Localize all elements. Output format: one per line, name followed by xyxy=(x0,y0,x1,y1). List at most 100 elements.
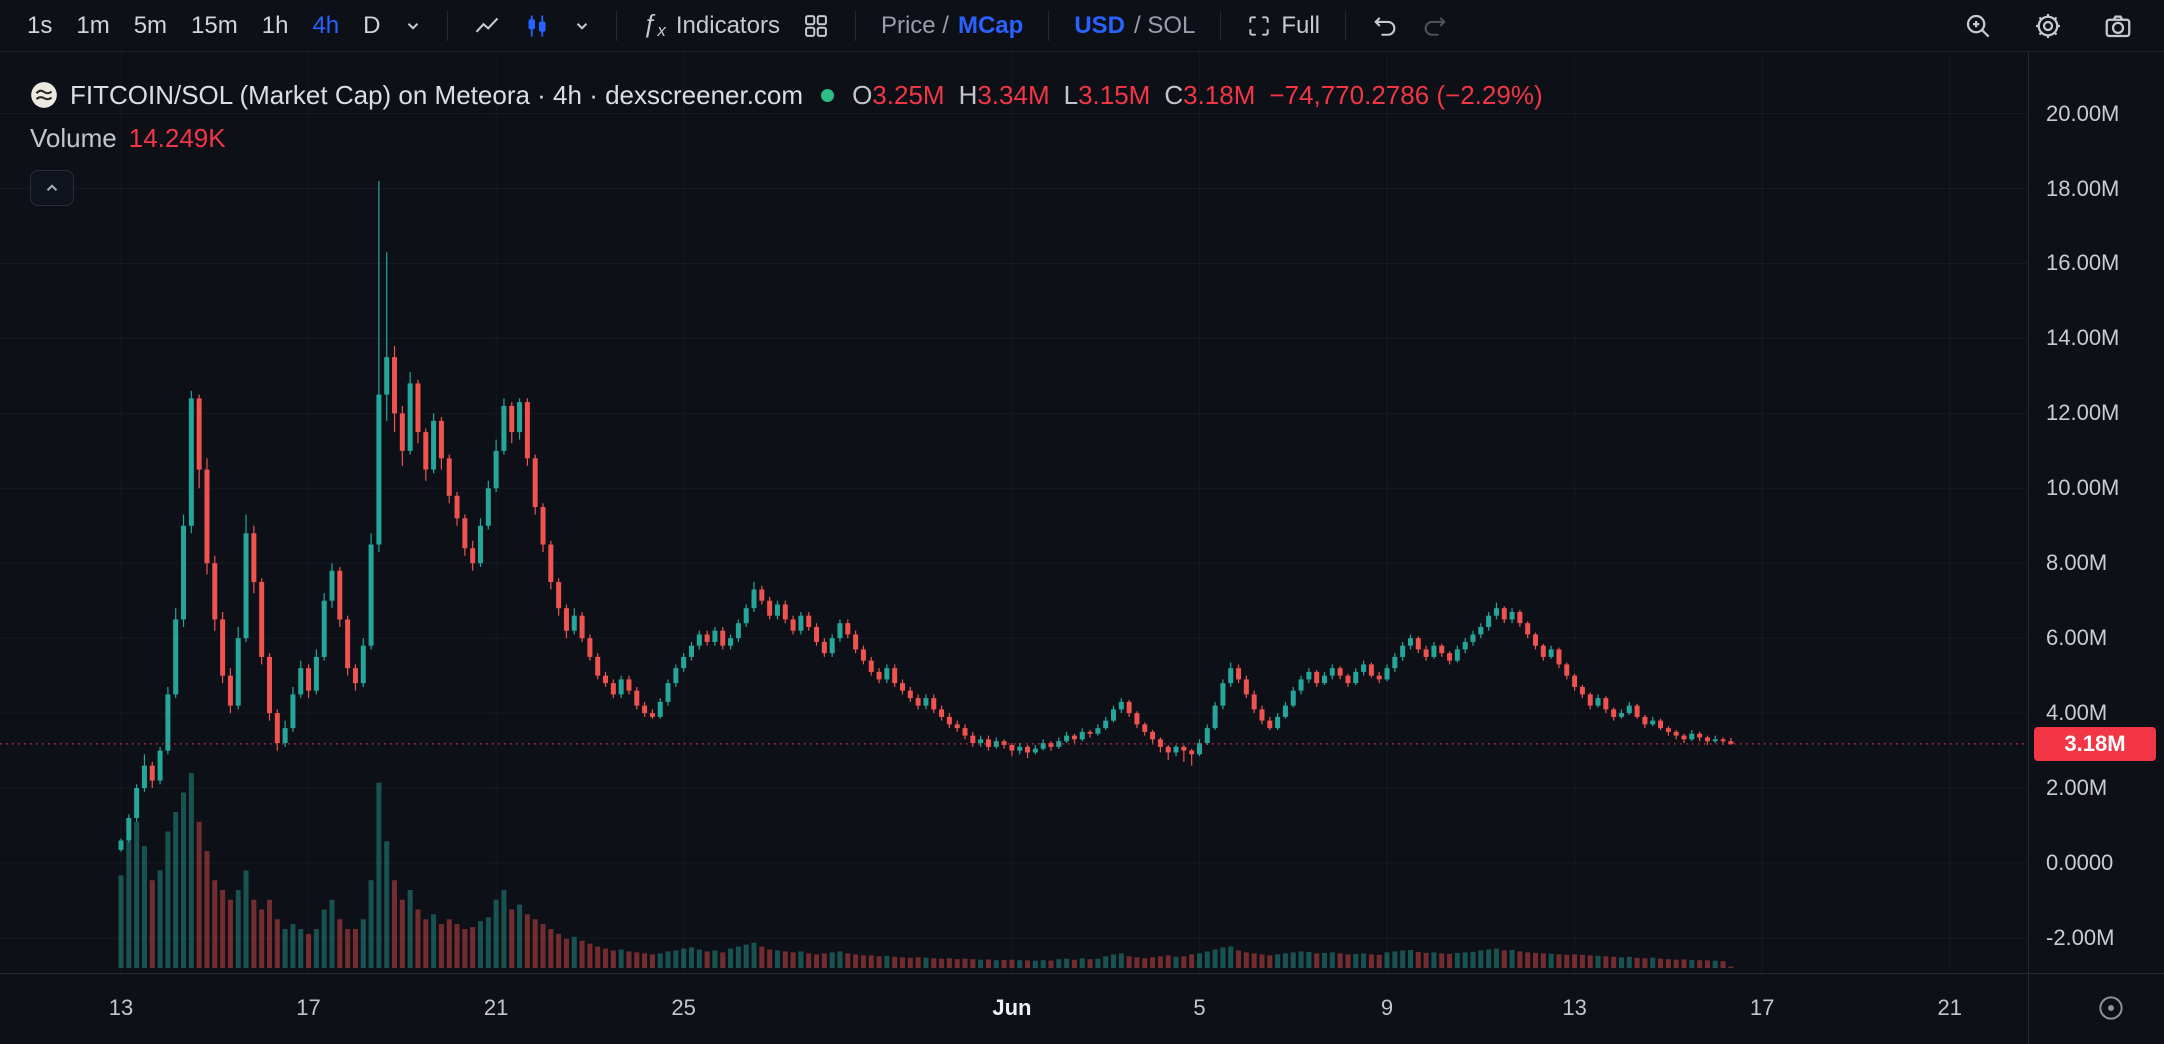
usd-sol-toggle[interactable]: USD / SOL xyxy=(1065,7,1204,45)
toolbar-divider xyxy=(447,10,449,41)
time-tick: 13 xyxy=(1562,995,1587,1020)
price-label: Price / xyxy=(880,11,949,39)
grid-lines xyxy=(0,52,2028,973)
legend-collapse-button[interactable] xyxy=(30,170,74,206)
low-label: L xyxy=(1063,79,1079,110)
close-value: 3.18M xyxy=(1183,79,1256,110)
redo-button[interactable] xyxy=(1412,7,1458,45)
line-chart-icon xyxy=(476,17,499,33)
chevron-down-icon xyxy=(577,22,588,30)
timeframe-button-15m[interactable]: 15m xyxy=(180,7,249,45)
timeframe-button-1h[interactable]: 1h xyxy=(251,7,300,45)
price-axis[interactable]: 3.18M 20.00M 18.00M 16.00M 14.00M 12.00M 10.0… xyxy=(2028,52,2164,973)
chart-plot-area[interactable]: FITCOIN/SOL (Market Cap) on Meteora · 4h… xyxy=(0,52,2028,973)
last-price-tag: 3.18M xyxy=(2034,726,2156,761)
chevron-up-icon xyxy=(46,184,58,191)
usd-label: USD xyxy=(1074,11,1125,39)
camera-icon xyxy=(2105,15,2131,37)
toolbar-divider xyxy=(1345,10,1347,41)
chart-main: FITCOIN/SOL (Market Cap) on Meteora · 4h… xyxy=(0,52,2164,973)
open-label: O xyxy=(852,79,873,110)
fullscreen-button[interactable]: Full xyxy=(1237,7,1329,45)
ohlc-values: O3.25M H3.34M L3.15M C3.18M −74,770.2786… xyxy=(852,80,1557,111)
chart-style-candles-button[interactable] xyxy=(514,7,560,45)
time-axis[interactable]: 13 17 21 25 Jun 5 9 13 17 21 xyxy=(0,974,2028,1044)
pair-logo xyxy=(30,81,58,109)
indicators-label: Indicators xyxy=(675,11,780,39)
legend-symbol-row: FITCOIN/SOL (Market Cap) on Meteora · 4h… xyxy=(30,76,1557,114)
gear-icon xyxy=(2036,13,2060,38)
undo-button[interactable] xyxy=(1362,7,1408,45)
price-tick: 18.00M xyxy=(2046,175,2120,201)
zoom-button[interactable] xyxy=(1954,6,2002,46)
toolbar-divider xyxy=(1220,10,1222,41)
price-tick: 2.00M xyxy=(2046,775,2108,801)
timeframe-menu-button[interactable] xyxy=(395,12,431,40)
price-mcap-toggle[interactable]: Price / MCap xyxy=(872,7,1032,45)
volume-label: Volume xyxy=(30,122,117,153)
price-tick: 6.00M xyxy=(2046,625,2108,651)
full-label: Full xyxy=(1281,11,1321,39)
fullscreen-icon xyxy=(1249,15,1269,36)
timeframe-button-5m[interactable]: 5m xyxy=(123,7,178,45)
price-tick: 12.00M xyxy=(2046,400,2120,426)
circle-dot-icon xyxy=(2099,995,2123,1020)
timeframe-button-D[interactable]: D xyxy=(352,7,391,45)
time-tick: 21 xyxy=(1937,995,1962,1020)
price-tick: 8.00M xyxy=(2046,550,2108,576)
price-tick: 16.00M xyxy=(2046,250,2120,276)
time-tick: 21 xyxy=(483,995,509,1020)
time-axis-strip: 13 17 21 25 Jun 5 9 13 17 21 xyxy=(0,973,2164,1044)
time-tick: 17 xyxy=(296,995,321,1020)
undo-icon xyxy=(1374,16,1396,36)
price-tick: 14.00M xyxy=(2046,325,2120,351)
price-tick: 20.00M xyxy=(2046,100,2120,126)
layout-grid-button[interactable] xyxy=(793,7,839,45)
candles-icon xyxy=(528,15,547,36)
high-label: H xyxy=(958,79,978,110)
chart-style-line-button[interactable] xyxy=(464,7,510,45)
axis-corner xyxy=(2028,974,2164,1044)
chevron-down-icon xyxy=(408,22,419,30)
timeframe-button-1m[interactable]: 1m xyxy=(65,7,120,45)
sol-label: / SOL xyxy=(1133,11,1196,39)
price-tick: 0.0000 xyxy=(2046,850,2114,875)
close-label: C xyxy=(1164,79,1184,110)
live-status-dot xyxy=(821,88,835,102)
timeframe-button-1s[interactable]: 1s xyxy=(16,7,63,45)
volume-legend-row: Volume 14.249K xyxy=(30,120,1557,156)
settings-button[interactable] xyxy=(2024,6,2072,46)
time-tick: 5 xyxy=(1193,995,1206,1020)
symbol-title[interactable]: FITCOIN/SOL (Market Cap) on Meteora · 4h… xyxy=(70,79,804,110)
volume-bars xyxy=(118,773,1734,968)
candles xyxy=(118,181,1734,852)
toolbar-divider xyxy=(616,10,618,41)
volume-value: 14.249K xyxy=(128,122,226,153)
toolbar-divider xyxy=(1048,10,1050,41)
chart-style-menu-button[interactable] xyxy=(564,12,600,40)
chart-toolbar: 1s 1m 5m 15m 1h 4h D ƒx Indicators Price / MCa… xyxy=(0,0,2164,52)
grid-icon xyxy=(805,14,827,37)
price-tick: 4.00M xyxy=(2046,700,2108,726)
fx-icon: ƒx xyxy=(642,10,667,40)
magnifier-plus-icon xyxy=(1966,14,1990,37)
redo-icon xyxy=(1424,16,1446,36)
timeframe-button-4h[interactable]: 4h xyxy=(301,7,350,45)
open-value: 3.25M xyxy=(872,79,945,110)
price-tick: -2.00M xyxy=(2046,924,2115,950)
time-tick: Jun xyxy=(992,995,1032,1020)
high-value: 3.34M xyxy=(977,79,1050,110)
mcap-label: MCap xyxy=(957,11,1024,39)
time-tick: 25 xyxy=(671,995,696,1020)
low-value: 3.15M xyxy=(1078,79,1151,110)
timezone-button[interactable] xyxy=(2092,989,2130,1030)
chart-legend: FITCOIN/SOL (Market Cap) on Meteora · 4h… xyxy=(30,76,1557,206)
change-value: −74,770.2786 (−2.29%) xyxy=(1269,79,1543,110)
screenshot-button[interactable] xyxy=(2094,6,2142,46)
toolbar-divider xyxy=(854,10,856,41)
candlestick-chart[interactable] xyxy=(0,52,2028,973)
indicators-button[interactable]: ƒx Indicators xyxy=(633,5,788,46)
timeframe-group: 1s 1m 5m 15m 1h 4h D xyxy=(16,7,391,45)
time-tick: 17 xyxy=(1749,995,1775,1020)
price-tick: 10.00M xyxy=(2046,475,2120,501)
